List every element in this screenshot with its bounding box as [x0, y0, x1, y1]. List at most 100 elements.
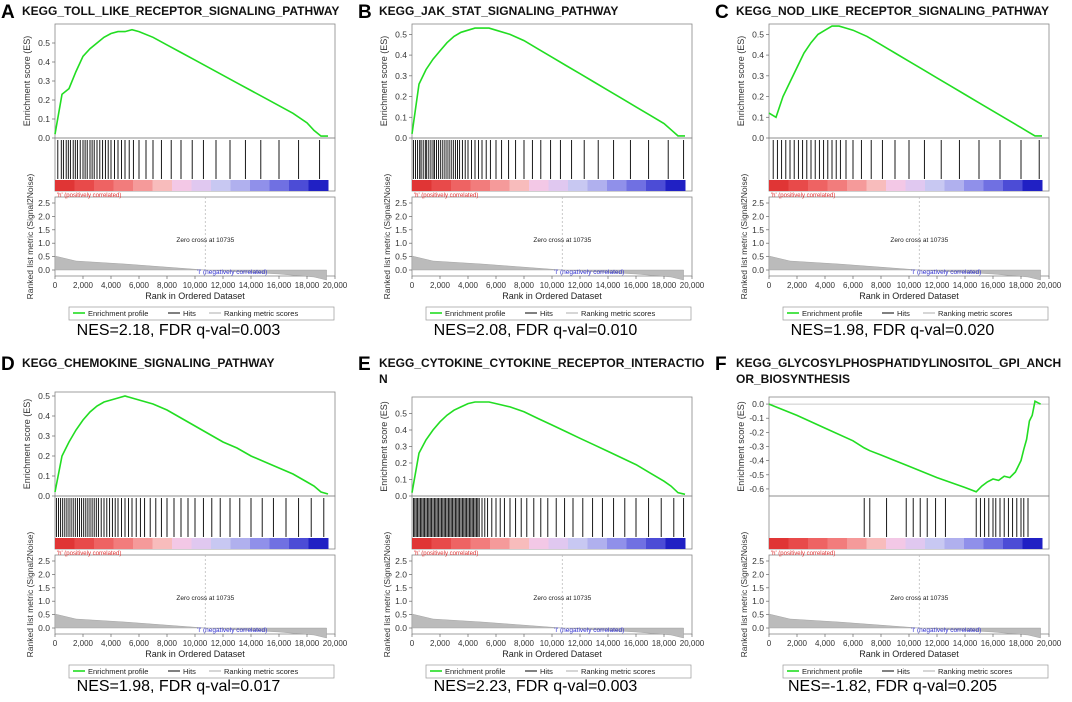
- xtick-label: 8,000: [157, 281, 178, 290]
- es-ytick-label: 0.5: [38, 391, 50, 401]
- panel-letter: A: [1, 2, 15, 23]
- metric-ytick-label: 1.0: [38, 596, 50, 606]
- metric-ytick-label: 2.0: [395, 211, 407, 221]
- legend-label-metric: Ranking metric scores: [581, 309, 655, 318]
- ranked-list-bar-segment: [769, 180, 789, 191]
- zero-cross-label: Zero cross at 10735: [176, 595, 234, 602]
- xtick-label: 16,000: [267, 281, 292, 290]
- metric-ytick-label: 1.5: [752, 225, 764, 235]
- es-ytick-label: 0.3: [395, 71, 407, 81]
- ranked-list-bar-segment: [905, 180, 926, 191]
- ranked-list-bar-segment: [289, 538, 309, 549]
- negative-correlated-label: 'l' (negatively correlated): [554, 627, 624, 634]
- metric-ylabel: Ranked list metric (Signal2Noise): [382, 174, 392, 300]
- xtick-label: 18,000: [1009, 281, 1034, 290]
- ranked-list-bar-segment: [548, 538, 569, 549]
- ranked-list-bar-segment: [866, 180, 887, 191]
- ranked-list-bar-segment: [94, 538, 114, 549]
- enrichment-profile-line: [768, 399, 1041, 493]
- gsea-panel-a: A KEGG_TOLL_LIKE_RECEPTOR_SIGNALING_PATH…: [0, 0, 357, 350]
- es-ytick-label: -0.3: [749, 442, 764, 452]
- xtick-label: 4,000: [101, 639, 122, 648]
- xtick-label: 6,000: [486, 281, 507, 290]
- x-axis-label: Rank in Ordered Dataset: [502, 291, 602, 301]
- es-ytick-label: -0.5: [749, 470, 764, 480]
- ranked-list-bar-segment: [905, 538, 926, 549]
- negative-correlated-label: 'l' (negatively correlated): [197, 627, 267, 634]
- es-ylabel: Enrichment score (ES): [22, 36, 32, 127]
- panel-letter: F: [715, 354, 727, 375]
- xtick-label: 16,000: [981, 281, 1006, 290]
- ranked-list-bar-segment: [568, 538, 588, 549]
- xtick-label: 12,000: [568, 639, 593, 648]
- metric-ytick-label: 1.5: [752, 583, 764, 593]
- xtick-label: 0: [410, 281, 415, 290]
- metric-ytick-label: 0.0: [395, 623, 407, 633]
- es-ytick-label: 0.5: [38, 38, 50, 48]
- xtick-label: 10,000: [540, 281, 565, 290]
- ranked-list-bar-segment: [412, 180, 432, 191]
- metric-ytick-label: 2.0: [752, 569, 764, 579]
- metric-ytick-label: 0.0: [38, 623, 50, 633]
- ranked-list-bar-segment: [152, 180, 173, 191]
- metric-ylabel: Ranked list metric (Signal2Noise): [739, 532, 749, 658]
- nes-fdr-caption: NES=-1.82, FDR q-val=0.205: [788, 678, 997, 695]
- ranking-metric-area: [768, 613, 1041, 639]
- xtick-label: 0: [53, 281, 58, 290]
- xtick-label: 14,000: [239, 281, 264, 290]
- x-axis-label: Rank in Ordered Dataset: [145, 291, 245, 301]
- xtick-label: 10,000: [540, 639, 565, 648]
- gsea-plot: 0.0 0.1 0.2 0.3 0.4 0.5 Enrichment score (ES) 0…: [379, 396, 705, 679]
- xtick-label: 2,000: [73, 639, 94, 648]
- es-ytick-label: 0.2: [38, 451, 50, 461]
- xtick-label: 6,000: [486, 639, 507, 648]
- xtick-label: 6,000: [129, 281, 150, 290]
- ranked-list-bar-segment: [289, 180, 309, 191]
- panel-title: KEGG_CYTOKINE_CYTOKINE_RECEPTOR_INTERACT…: [379, 356, 705, 386]
- ranked-list-bar-segment: [808, 538, 828, 549]
- xtick-label: 20,000: [680, 281, 705, 290]
- nes-fdr-caption: NES=1.98, FDR q-val=0.017: [76, 678, 281, 695]
- xtick-label: 14,000: [953, 281, 978, 290]
- ranked-list-bar-segment: [211, 538, 231, 549]
- ranked-list-bar-segment: [94, 180, 114, 191]
- metric-ytick-label: 0.5: [752, 610, 764, 620]
- positive-correlated-label: 'h' (positively correlated): [57, 193, 121, 199]
- es-ytick-label: 0.4: [38, 411, 50, 421]
- ranked-list-bar-segment: [470, 180, 491, 191]
- xtick-label: 12,000: [211, 639, 236, 648]
- zero-cross-label: Zero cross at 10735: [533, 237, 591, 244]
- es-ytick-label: -0.2: [749, 427, 764, 437]
- es-ytick-label: 0.1: [38, 114, 50, 124]
- metric-ylabel: Ranked list metric (Signal2Noise): [739, 174, 749, 300]
- metric-ytick-label: 2.5: [38, 556, 50, 566]
- ranking-metric-area: [411, 613, 684, 639]
- es-ytick-label: 0.2: [752, 92, 764, 102]
- xtick-label: 8,000: [514, 281, 535, 290]
- metric-ytick-label: 2.5: [752, 198, 764, 208]
- metric-ylabel: Ranked list metric (Signal2Noise): [25, 532, 35, 658]
- es-ytick-label: 0.2: [395, 92, 407, 102]
- metric-ytick-label: 2.5: [752, 556, 764, 566]
- metric-ytick-label: 1.5: [395, 583, 407, 593]
- metric-ytick-label: 2.0: [38, 211, 50, 221]
- ranked-list-bar-segment: [866, 538, 887, 549]
- ranked-list-bar-segment: [944, 538, 965, 549]
- xtick-label: 16,000: [624, 281, 649, 290]
- xtick-label: 0: [767, 281, 772, 290]
- xtick-label: 8,000: [514, 639, 535, 648]
- gsea-panel-f: F KEGG_GLYCOSYLPHOSPHATIDYLINOSITOL_GPI_…: [714, 352, 1071, 702]
- ranked-list-bar-segment: [74, 538, 95, 549]
- es-ytick-label: 0.0: [752, 133, 764, 143]
- es-ytick-label: 0.0: [38, 133, 50, 143]
- nes-fdr-caption: NES=1.98, FDR q-val=0.020: [790, 322, 995, 339]
- es-ytick-label: 0.0: [395, 133, 407, 143]
- xtick-label: 14,000: [953, 639, 978, 648]
- metric-ytick-label: 2.5: [395, 198, 407, 208]
- xtick-label: 2,000: [430, 281, 451, 290]
- negative-correlated-label: 'l' (negatively correlated): [911, 627, 981, 634]
- xtick-label: 18,000: [652, 639, 677, 648]
- metric-ytick-label: 0.5: [395, 252, 407, 262]
- enrichment-profile-line: [54, 395, 329, 495]
- xtick-label: 10,000: [183, 639, 208, 648]
